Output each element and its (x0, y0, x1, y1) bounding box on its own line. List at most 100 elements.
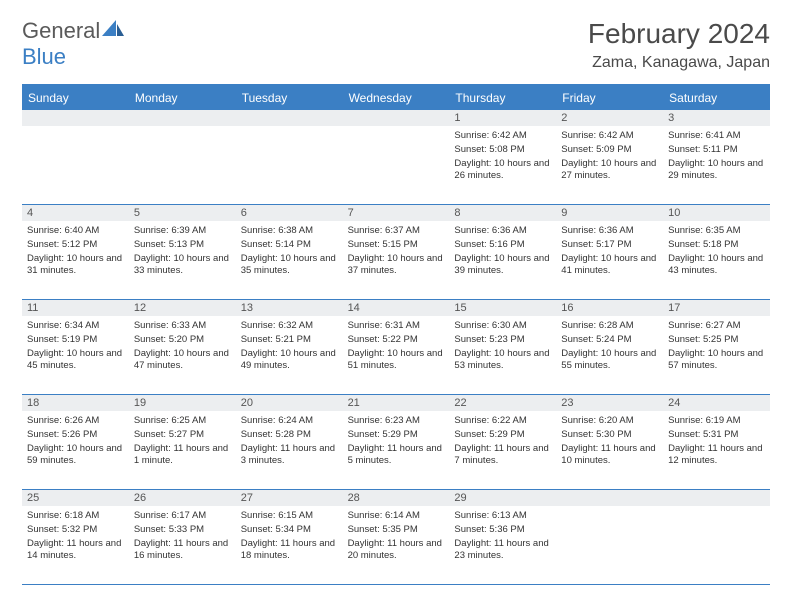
day-cell: Sunrise: 6:20 AMSunset: 5:30 PMDaylight:… (556, 411, 663, 489)
week-row: Sunrise: 6:26 AMSunset: 5:26 PM Daylight:… (22, 411, 770, 490)
sunset-text: Sunset: 5:25 PM (668, 334, 765, 347)
weekday-header: Saturday (663, 86, 770, 110)
day-number: 24 (663, 395, 770, 411)
weekday-header: Wednesday (343, 86, 450, 110)
sunset-text: Sunset: 5:27 PM (134, 429, 231, 442)
day-cell: Sunrise: 6:15 AMSunset: 5:34 PMDaylight:… (236, 506, 343, 584)
day-number: 3 (663, 110, 770, 126)
sail-icon (102, 18, 124, 44)
sunrise-text: Sunrise: 6:22 AM (454, 415, 551, 428)
daylight-text: Daylight: 10 hours and 41 minutes. (561, 253, 658, 279)
day-number: 28 (343, 490, 450, 506)
day-number: 5 (129, 205, 236, 221)
sunrise-text: Sunrise: 6:31 AM (348, 320, 445, 333)
sunrise-text: Sunrise: 6:26 AM (27, 415, 124, 428)
daynum-row: 2526272829 (22, 490, 770, 506)
daynum-row: 45678910 (22, 205, 770, 221)
sunset-text: Sunset: 5:34 PM (241, 524, 338, 537)
day-cell: Sunrise: 6:35 AMSunset: 5:18 PMDaylight:… (663, 221, 770, 299)
sunrise-text: Sunrise: 6:42 AM (561, 130, 658, 143)
daylight-text: Daylight: 10 hours and 39 minutes. (454, 253, 551, 279)
week-row: Sunrise: 6:18 AMSunset: 5:32 PMDaylight:… (22, 506, 770, 585)
sunset-text: Sunset: 5:31 PM (668, 429, 765, 442)
weekday-header: Monday (129, 86, 236, 110)
day-cell: Sunrise: 6:39 AMSunset: 5:13 PMDaylight:… (129, 221, 236, 299)
daylight-text: Daylight: 11 hours and 3 minutes. (241, 443, 338, 469)
daylight-text: Daylight: 10 hours and 43 minutes. (668, 253, 765, 279)
sunrise-text: Sunrise: 6:41 AM (668, 130, 765, 143)
daylight-text: Daylight: 10 hours and 37 minutes. (348, 253, 445, 279)
day-cell: Sunrise: 6:36 AMSunset: 5:16 PMDaylight:… (449, 221, 556, 299)
sunset-text: Sunset: 5:18 PM (668, 239, 765, 252)
sunrise-text: Sunrise: 6:28 AM (561, 320, 658, 333)
day-number: 16 (556, 300, 663, 316)
location-text: Zama, Kanagawa, Japan (588, 54, 770, 72)
daylight-text: Daylight: 10 hours and 26 minutes. (454, 158, 551, 184)
day-number: 14 (343, 300, 450, 316)
daylight-text: Daylight: 11 hours and 5 minutes. (348, 443, 445, 469)
day-number: 19 (129, 395, 236, 411)
sunset-text: Sunset: 5:29 PM (454, 429, 551, 442)
day-number: 8 (449, 205, 556, 221)
sunset-text: Sunset: 5:13 PM (134, 239, 231, 252)
day-number: 1 (449, 110, 556, 126)
daynum-row: 11121314151617 (22, 300, 770, 316)
sunrise-text: Sunrise: 6:33 AM (134, 320, 231, 333)
day-cell: Sunrise: 6:25 AMSunset: 5:27 PMDaylight:… (129, 411, 236, 489)
day-cell: Sunrise: 6:13 AMSunset: 5:36 PMDaylight:… (449, 506, 556, 584)
daylight-text: Daylight: 10 hours and 31 minutes. (27, 253, 124, 279)
day-cell: Sunrise: 6:24 AMSunset: 5:28 PMDaylight:… (236, 411, 343, 489)
daylight-text: Daylight: 11 hours and 7 minutes. (454, 443, 551, 469)
daylight-text: Daylight: 11 hours and 1 minute. (134, 443, 231, 469)
daylight-text: Daylight: 10 hours and 33 minutes. (134, 253, 231, 279)
day-cell: Sunrise: 6:14 AMSunset: 5:35 PMDaylight:… (343, 506, 450, 584)
sunset-text: Sunset: 5:29 PM (348, 429, 445, 442)
day-number: 4 (22, 205, 129, 221)
sunrise-text: Sunrise: 6:30 AM (454, 320, 551, 333)
sunset-text: Sunset: 5:11 PM (668, 144, 765, 157)
day-number: 11 (22, 300, 129, 316)
sunset-text: Sunset: 5:26 PM (27, 429, 124, 442)
sunset-text: Sunset: 5:15 PM (348, 239, 445, 252)
sunset-text: Sunset: 5:09 PM (561, 144, 658, 157)
day-cell: Sunrise: 6:42 AMSunset: 5:08 PMDaylight:… (449, 126, 556, 204)
day-number: 2 (556, 110, 663, 126)
sunrise-text: Sunrise: 6:13 AM (454, 510, 551, 523)
day-cell: Sunrise: 6:32 AMSunset: 5:21 PMDaylight:… (236, 316, 343, 394)
day-number: 20 (236, 395, 343, 411)
weekday-header-row: SundayMondayTuesdayWednesdayThursdayFrid… (22, 86, 770, 110)
day-cell: Sunrise: 6:30 AMSunset: 5:23 PMDaylight:… (449, 316, 556, 394)
day-number: 23 (556, 395, 663, 411)
sunrise-text: Sunrise: 6:37 AM (348, 225, 445, 238)
day-cell: Sunrise: 6:19 AMSunset: 5:31 PMDaylight:… (663, 411, 770, 489)
day-number: 25 (22, 490, 129, 506)
sunrise-text: Sunrise: 6:40 AM (27, 225, 124, 238)
sunrise-text: Sunrise: 6:32 AM (241, 320, 338, 333)
day-cell: Sunrise: 6:33 AMSunset: 5:20 PMDaylight:… (129, 316, 236, 394)
daylight-text: Daylight: 10 hours and 55 minutes. (561, 348, 658, 374)
brand-part2: Blue (22, 44, 66, 69)
daylight-text: Daylight: 11 hours and 12 minutes. (668, 443, 765, 469)
weekday-header: Friday (556, 86, 663, 110)
sunrise-text: Sunrise: 6:35 AM (668, 225, 765, 238)
header: GeneralBlue February 2024 Zama, Kanagawa… (22, 18, 770, 72)
sunrise-text: Sunrise: 6:25 AM (134, 415, 231, 428)
sunset-text: Sunset: 5:16 PM (454, 239, 551, 252)
day-number (22, 110, 129, 126)
sunrise-text: Sunrise: 6:17 AM (134, 510, 231, 523)
day-cell (22, 126, 129, 204)
day-cell: Sunrise: 6:36 AMSunset: 5:17 PMDaylight:… (556, 221, 663, 299)
sunset-text: Sunset: 5:22 PM (348, 334, 445, 347)
sunset-text: Sunset: 5:20 PM (134, 334, 231, 347)
brand-logo: GeneralBlue (22, 18, 124, 70)
calendar: SundayMondayTuesdayWednesdayThursdayFrid… (22, 84, 770, 585)
sunset-text: Sunset: 5:12 PM (27, 239, 124, 252)
sunset-text: Sunset: 5:19 PM (27, 334, 124, 347)
sunrise-text: Sunrise: 6:36 AM (454, 225, 551, 238)
day-cell: Sunrise: 6:23 AMSunset: 5:29 PMDaylight:… (343, 411, 450, 489)
daylight-text: Daylight: 11 hours and 10 minutes. (561, 443, 658, 469)
sunrise-text: Sunrise: 6:42 AM (454, 130, 551, 143)
sunset-text: Sunset: 5:23 PM (454, 334, 551, 347)
day-cell: Sunrise: 6:41 AMSunset: 5:11 PMDaylight:… (663, 126, 770, 204)
daylight-text: Daylight: 10 hours and 49 minutes. (241, 348, 338, 374)
